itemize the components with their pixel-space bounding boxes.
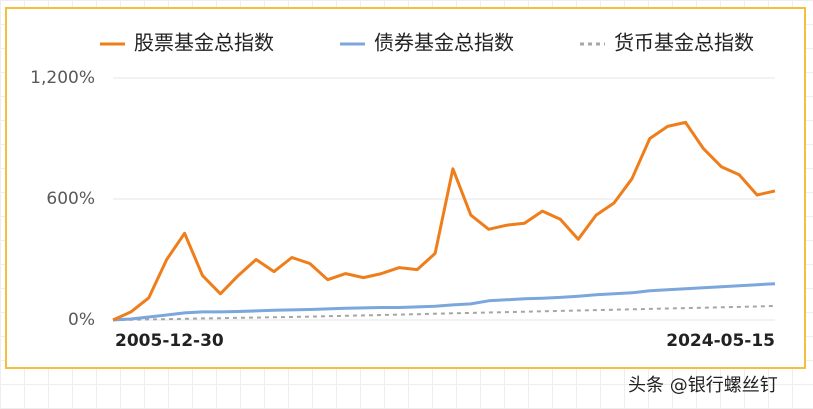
series-line — [112, 304, 776, 321]
legend-label: 债券基金总指数 — [374, 31, 514, 55]
watermark: 头条 @银行螺丝钉 — [628, 375, 778, 396]
x-tick-label: 2024-05-15 — [666, 331, 775, 351]
y-tick-label: 600% — [46, 189, 95, 209]
series-line — [112, 120, 776, 322]
x-tick-label: 2005-12-30 — [115, 331, 224, 351]
legend-label: 货币基金总指数 — [614, 31, 754, 55]
y-tick-label: 1,200% — [30, 68, 95, 88]
legend-label: 股票基金总指数 — [134, 31, 274, 55]
series-line — [112, 282, 776, 322]
y-tick-label: 0% — [68, 310, 95, 330]
